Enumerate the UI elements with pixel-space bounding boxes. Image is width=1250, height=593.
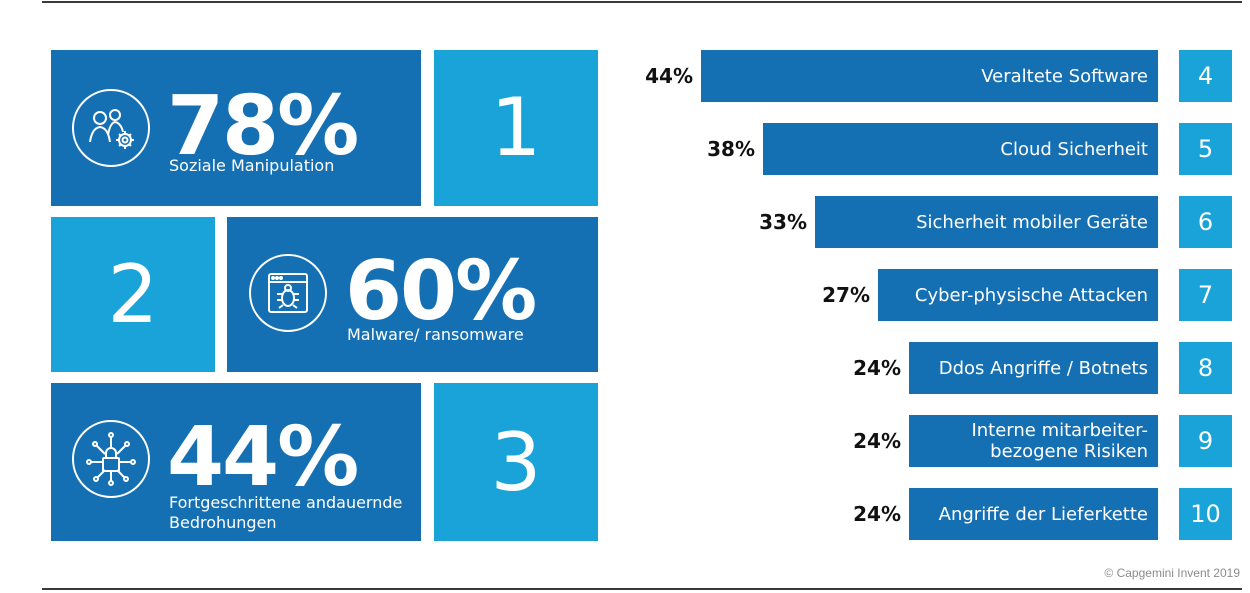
tile-1-value: 78% (167, 79, 359, 174)
copyright-credit: © Capgemini Invent 2019 (1104, 566, 1240, 580)
bar-7: Angriffe der Lieferkette (909, 488, 1158, 540)
tile-2-label: Malware/ ransomware (347, 325, 524, 344)
bar-3: Sicherheit mobiler Geräte (815, 196, 1158, 248)
bar-label: Cloud Sicherheit (1000, 138, 1148, 160)
rank-1: 1 (490, 81, 542, 174)
bar-4: Cyber-physische Attacken (878, 269, 1158, 321)
bar-label: Sicherheit mobiler Geräte (916, 211, 1148, 233)
rank-box-4: 4 (1179, 50, 1232, 102)
rank-box-7: 7 (1179, 269, 1232, 321)
people-gear-icon (70, 87, 152, 169)
tile-3-value: 44% (167, 410, 359, 505)
tile-rank-1: 78% Soziale Manipulation (51, 50, 421, 206)
bottom-rule (42, 588, 1242, 590)
bar-6: Interne mitarbeiter- bezogene Risiken (909, 415, 1158, 467)
rank-3: 3 (490, 416, 542, 509)
tile-3-label: Fortgeschrittene andauernde Bedrohungen (169, 493, 403, 532)
rank-box-8: 8 (1179, 342, 1232, 394)
bar-label: Veraltete Software (981, 65, 1148, 87)
bar-1: Veraltete Software (701, 50, 1158, 102)
bar-value-label: 24% (853, 502, 901, 526)
tile-2-value: 60% (345, 244, 537, 339)
rank-box-5: 5 (1179, 123, 1232, 175)
top-rule (42, 1, 1242, 3)
rank-box-10: 10 (1179, 488, 1232, 540)
rank-2: 2 (107, 248, 159, 341)
bar-value-label: 44% (645, 64, 693, 88)
bar-2: Cloud Sicherheit (763, 123, 1158, 175)
rank-box-9: 9 (1179, 415, 1232, 467)
tile-1-label: Soziale Manipulation (169, 156, 335, 175)
tile-rank-1-number: 1 (434, 50, 598, 206)
bug-window-icon (247, 252, 329, 334)
tile-rank-3: 44% Fortgeschrittene andauernde Bedrohun… (51, 383, 421, 541)
bar-value-label: 38% (707, 137, 755, 161)
bar-label: Ddos Angriffe / Botnets (938, 357, 1148, 379)
tile-rank-2-number: 2 (51, 217, 215, 372)
bar-label: Cyber-physische Attacken (914, 284, 1148, 306)
rank-box-6: 6 (1179, 196, 1232, 248)
bar-label: Interne mitarbeiter- bezogene Risiken (971, 420, 1148, 462)
bar-value-label: 24% (853, 429, 901, 453)
bar-value-label: 33% (759, 210, 807, 234)
bar-label: Angriffe der Lieferkette (938, 503, 1148, 525)
tile-rank-2: 60% Malware/ ransomware (227, 217, 598, 372)
bar-value-label: 24% (853, 356, 901, 380)
network-lock-icon (70, 418, 152, 500)
bar-value-label: 27% (822, 283, 870, 307)
bar-5: Ddos Angriffe / Botnets (909, 342, 1158, 394)
tile-rank-3-number: 3 (434, 383, 598, 541)
